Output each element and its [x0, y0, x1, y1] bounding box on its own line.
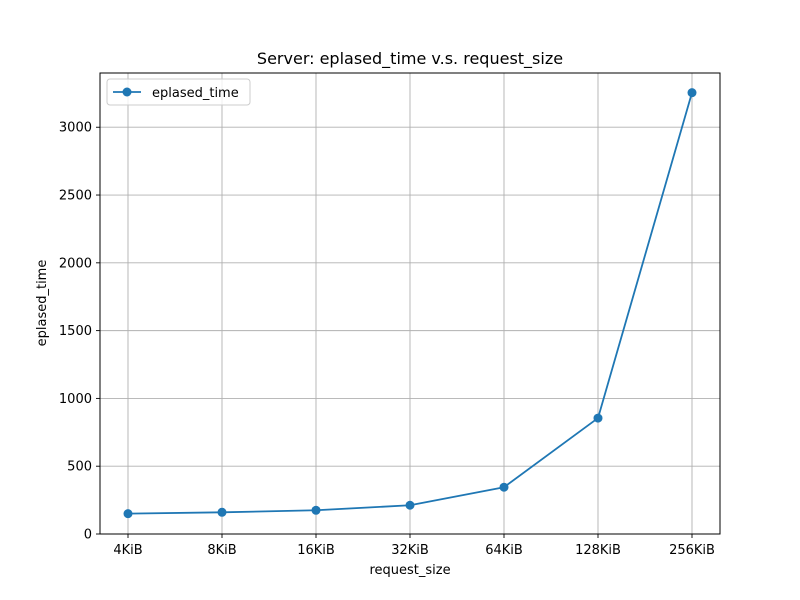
data-point: [405, 500, 415, 510]
x-tick-label: 64KiB: [485, 543, 523, 558]
y-tick-label: 2000: [59, 256, 92, 271]
y-tick-label: 3000: [59, 121, 92, 136]
y-axis-label: eplased_time: [35, 260, 50, 347]
y-tick-label: 1500: [59, 324, 92, 339]
y-tick-label: 1000: [59, 392, 92, 407]
y-tick-label: 2500: [59, 189, 92, 204]
data-point: [593, 413, 603, 423]
axes-layer: 4KiB 8KiB 16KiB 32KiB 64KiB 128KiB 256KiB 0 500 1…: [59, 72, 721, 558]
y-tick-label: 0: [84, 528, 92, 543]
legend: eplased_time: [106, 78, 251, 106]
y-tick-label: 500: [67, 460, 92, 475]
legend-box: [106, 78, 251, 106]
x-tick-label: 4KiB: [113, 543, 142, 558]
x-tick-label: 256KiB: [669, 543, 715, 558]
plot-frame: [99, 72, 721, 535]
x-tick-label: 16KiB: [297, 543, 335, 558]
data-point: [687, 88, 697, 98]
data-point: [311, 505, 321, 515]
data-point: [499, 482, 509, 492]
data-point: [217, 507, 227, 517]
x-tick-label: 8KiB: [207, 543, 236, 558]
x-tick-label: 128KiB: [575, 543, 621, 558]
x-axis-label: request_size: [369, 563, 450, 578]
chart-title: Server: eplased_time v.s. request_size: [257, 49, 563, 69]
legend-marker: [122, 87, 132, 97]
legend-label: eplased_time: [152, 86, 239, 101]
data-point: [123, 509, 133, 519]
series-layer: [123, 88, 697, 519]
x-tick-label: 32KiB: [391, 543, 429, 558]
